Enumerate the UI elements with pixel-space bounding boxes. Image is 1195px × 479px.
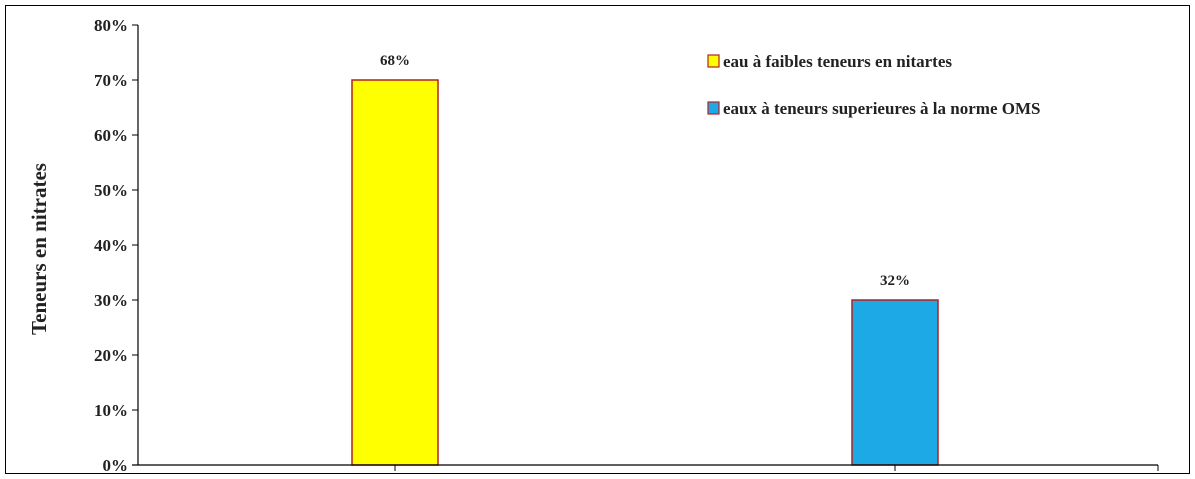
data-label: 68% bbox=[380, 53, 410, 69]
y-tick-label: 70% bbox=[94, 71, 128, 90]
legend-entry-label: eau à faibles teneurs en nitartes bbox=[723, 52, 952, 71]
y-tick-label: 10% bbox=[94, 401, 128, 420]
y-tick-label: 80% bbox=[94, 16, 128, 35]
y-tick-label: 0% bbox=[103, 456, 129, 474]
y-axis-ticks: 0% 10% 20% 30% 40% 50% 60% 70% 80% bbox=[94, 16, 138, 474]
legend-entry-label: eaux à teneurs superieures à la norme OM… bbox=[723, 99, 1040, 118]
bar-series: 68% 32% bbox=[351, 53, 939, 466]
chart-frame: Teneurs en nitrates 0% 10% 20% 30% 40% 50% 60%… bbox=[5, 5, 1190, 474]
y-tick-label: 50% bbox=[94, 181, 128, 200]
legend-swatch bbox=[707, 101, 720, 115]
legend-swatch bbox=[707, 54, 720, 68]
y-tick-label: 20% bbox=[94, 346, 128, 365]
y-tick-label: 30% bbox=[94, 291, 128, 310]
y-tick-label: 60% bbox=[94, 126, 128, 145]
legend: eau à faibles teneurs en nitartes eaux à … bbox=[707, 52, 1040, 118]
bar bbox=[351, 79, 439, 466]
axes bbox=[132, 25, 1159, 471]
y-tick-label: 40% bbox=[94, 236, 128, 255]
bar bbox=[851, 299, 939, 466]
bar-chart: Teneurs en nitrates 0% 10% 20% 30% 40% 50% 60%… bbox=[27, 16, 1159, 474]
y-axis-label: Teneurs en nitrates bbox=[27, 163, 51, 335]
data-label: 32% bbox=[880, 273, 910, 289]
